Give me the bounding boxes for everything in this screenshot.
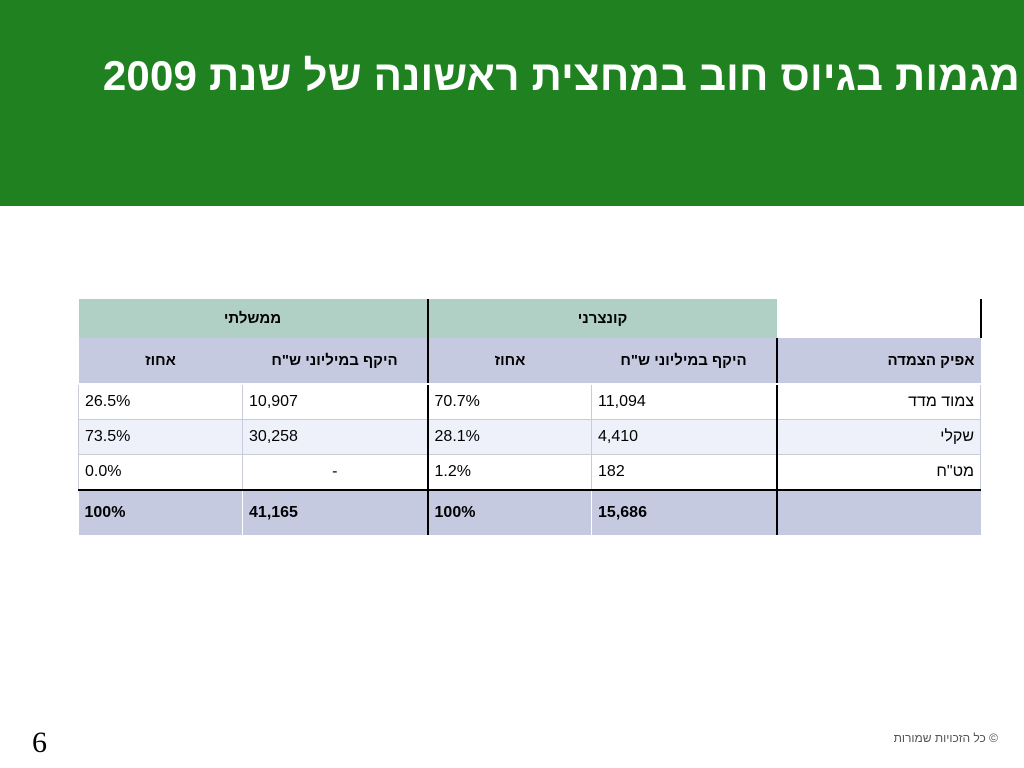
total-label: [775, 489, 981, 535]
table-row: שקלי 4,410 28.1% 30,258 73.5%: [77, 419, 982, 455]
government-volume-cell: 10,907: [242, 384, 428, 420]
row-label: מט"ח: [775, 454, 982, 491]
total-consumer-volume: 15,686: [591, 489, 777, 535]
government-volume-cell: 30,258: [242, 419, 428, 455]
total-government-volume: 41,165: [242, 489, 428, 535]
page-number: 6: [32, 726, 47, 759]
table-row: מט"ח 182 1.2% - 0.0%: [77, 454, 982, 491]
government-percent-cell: 0.0%: [77, 454, 243, 491]
column-header-row: אפיק הצמדה היקף במיליוני ש"ח אחוז היקף ב…: [78, 338, 981, 385]
government-percent-cell: 26.5%: [77, 384, 243, 420]
consumer-volume-cell: 4,410: [591, 419, 777, 455]
row-label: שקלי: [775, 419, 982, 455]
header-linkage: אפיק הצמדה: [775, 338, 981, 385]
header-band: מגמות בגיוס חוב במחצית ראשונה של שנת 200…: [0, 0, 1024, 206]
debt-raising-table: קונצרני ממשלתי אפיק הצמדה היקף במיליוני …: [77, 299, 982, 535]
row-label: צמוד מדד: [775, 384, 982, 420]
group-consumer: קונצרני: [426, 299, 777, 338]
header-consumer-volume: היקף במיליוני ש"ח: [591, 338, 777, 385]
group-blank-cell: [776, 299, 982, 338]
slide-title: מגמות בגיוס חוב במחצית ראשונה של שנת 200…: [102, 52, 1020, 99]
total-government-percent: 100%: [78, 489, 243, 535]
header-government-volume: היקף במיליוני ש"ח: [242, 338, 428, 385]
consumer-percent-cell: 70.7%: [426, 384, 592, 420]
government-percent-cell: 73.5%: [77, 419, 243, 455]
group-header-row: קונצרני ממשלתי: [78, 299, 982, 338]
consumer-volume-cell: 182: [591, 454, 777, 491]
consumer-percent-cell: 28.1%: [426, 419, 592, 455]
government-volume-cell: -: [242, 454, 428, 491]
copyright-notice: © כל הזכויות שמורות: [893, 731, 998, 745]
table-row: צמוד מדד 11,094 70.7% 10,907 26.5%: [77, 384, 982, 420]
consumer-percent-cell: 1.2%: [426, 454, 592, 491]
total-row: 15,686 100% 41,165 100%: [78, 489, 981, 535]
group-government: ממשלתי: [78, 299, 428, 338]
header-government-percent: אחוז: [78, 338, 243, 385]
total-consumer-percent: 100%: [426, 489, 592, 535]
header-consumer-percent: אחוז: [426, 338, 592, 385]
consumer-volume-cell: 11,094: [591, 384, 777, 420]
